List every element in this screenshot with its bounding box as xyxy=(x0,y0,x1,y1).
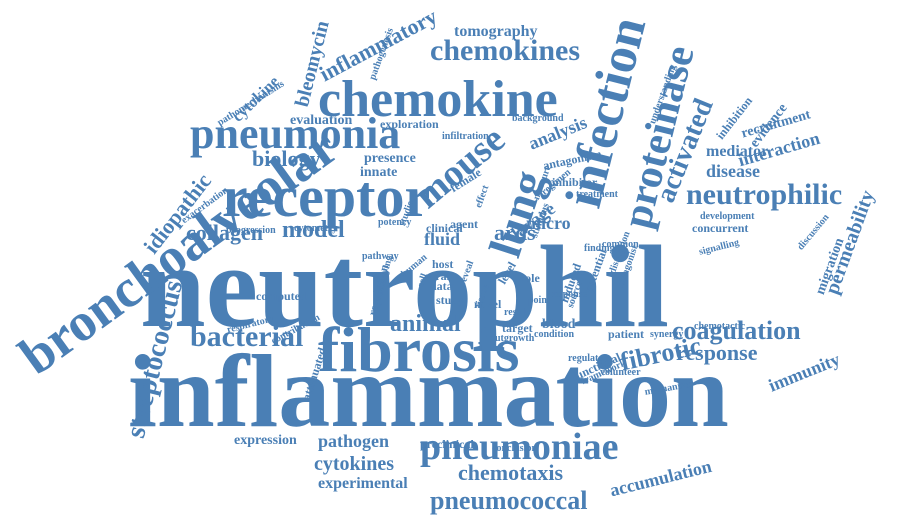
word-accumulation: accumulation xyxy=(607,455,714,501)
word-treatment: treatment xyxy=(576,189,619,200)
word-regulate: regulate xyxy=(568,353,603,364)
word-tomography: tomography xyxy=(454,23,538,40)
word-outgrowth: outgrowth xyxy=(490,333,535,344)
word-chemotaxis: chemotaxis xyxy=(458,460,564,485)
word-fluid: fluid xyxy=(424,229,461,249)
word-immunity: immunity xyxy=(765,348,843,396)
word-inflammation: inflammation xyxy=(128,334,729,449)
word-response: response xyxy=(550,289,588,300)
word-model: model xyxy=(282,217,345,243)
word-experimental: experimental xyxy=(318,475,408,492)
word-agent: agent xyxy=(450,217,478,231)
word-blood: blood xyxy=(542,317,576,332)
word-pneumonia: pneumonia xyxy=(190,109,401,158)
word-development: development xyxy=(700,211,755,222)
word-concurrent: concurrent xyxy=(692,221,749,235)
word-patient: patient xyxy=(608,327,644,341)
word-neutrophilic: neutrophilic xyxy=(686,178,843,211)
word-cytokines: cytokines xyxy=(314,453,394,475)
word-pneumoniae: pneumoniae xyxy=(420,426,619,468)
word-conclusion: conclusion xyxy=(492,443,538,454)
word-infiltration: infiltration xyxy=(442,131,489,142)
word-response: response xyxy=(676,340,758,365)
word-role: role xyxy=(520,271,540,285)
word-innate: innate xyxy=(360,165,398,180)
word-ards: ards xyxy=(494,220,536,245)
word-chemokine: chemokine xyxy=(318,71,558,128)
word-biology: biology xyxy=(252,146,321,171)
word-synergy: synergy xyxy=(650,329,684,340)
word-condition: condition xyxy=(534,329,575,340)
word-viral: viral xyxy=(426,269,450,283)
word-result: result xyxy=(504,307,529,318)
word-presence: presence xyxy=(364,151,416,166)
word-coagulation: coagulation xyxy=(672,316,801,345)
word-disease: disease xyxy=(706,161,760,181)
word-finding: finding xyxy=(584,243,615,254)
word-volunteer: volunteer xyxy=(600,367,641,378)
word-micro: micro xyxy=(526,213,571,233)
word-chemotactic: chemotactic xyxy=(694,321,746,332)
word-background: background xyxy=(512,113,564,124)
word-study: study xyxy=(436,293,465,307)
word-progression: progression xyxy=(226,225,276,236)
word-neutrophil: neutrophil xyxy=(140,221,669,352)
word-mediator: mediator xyxy=(706,143,769,160)
word-animal: animal xyxy=(390,311,461,337)
word-cytometry: cytometry xyxy=(294,223,338,234)
word-host: host xyxy=(432,257,454,271)
word-common: common xyxy=(602,239,639,250)
word-clinical: clinical xyxy=(426,221,463,235)
word-data: data xyxy=(430,279,453,293)
word-pathway: pathway xyxy=(362,251,399,262)
word-novel: novel xyxy=(474,297,502,311)
word-pneumococcal: pneumococcal xyxy=(430,486,588,515)
word-exploration: exploration xyxy=(380,117,439,131)
word-computed: computed xyxy=(256,289,307,303)
word-collagen: collagen xyxy=(186,220,263,245)
word-preclinical: preclinical xyxy=(420,437,474,451)
word-effect: effect xyxy=(473,183,492,210)
word-potency: potency xyxy=(378,217,412,228)
word-pathogen: pathogen xyxy=(318,431,390,451)
word-receptor: receptor xyxy=(222,164,431,229)
word-chemokines: chemokines xyxy=(430,34,580,67)
word-expression: expression xyxy=(234,433,297,448)
word-target: target xyxy=(502,321,533,335)
word-inhibitor: inhibitor xyxy=(552,175,598,189)
word-signalling: signalling xyxy=(697,237,741,258)
word-bacterial: bacterial xyxy=(190,320,304,353)
word-point: point xyxy=(528,295,551,306)
word-evaluation: evaluation xyxy=(290,113,353,128)
word-discussion: discussion xyxy=(795,212,832,253)
word-fibrosis: fibrosis xyxy=(318,314,520,385)
